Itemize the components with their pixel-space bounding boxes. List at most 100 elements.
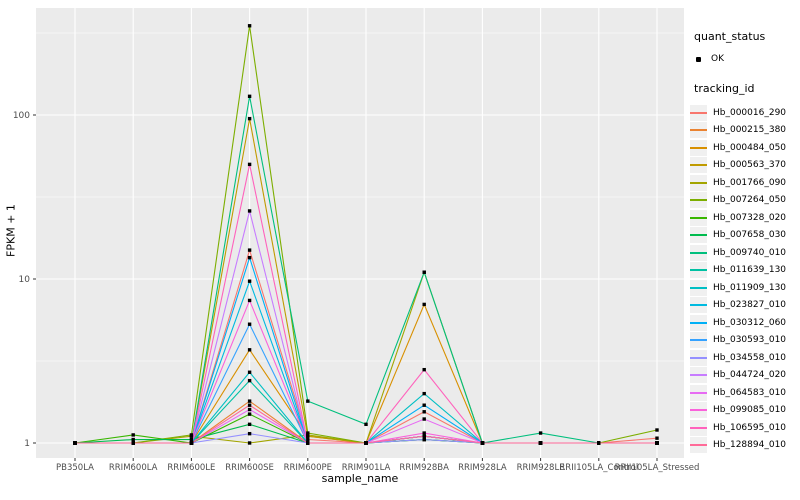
series-color-swatch	[690, 426, 707, 429]
data-point	[306, 437, 310, 442]
data-point	[247, 94, 252, 99]
data-point	[247, 162, 252, 167]
data-point	[306, 433, 310, 437]
data-point	[247, 255, 252, 260]
legend-key-box	[690, 297, 707, 314]
legend-label: Hb_030593_010	[713, 335, 787, 346]
x-tick-label: RRIM600LA	[109, 463, 158, 473]
x-tick-label: RRIM928LE	[517, 463, 565, 473]
legend-item: Hb_099085_010	[690, 402, 798, 420]
data-point	[247, 407, 252, 412]
data-point	[422, 403, 426, 407]
legend-key-box	[690, 227, 707, 244]
legend-key-box	[690, 419, 707, 436]
data-point	[247, 441, 252, 445]
data-point	[247, 279, 252, 283]
series-color-swatch	[690, 286, 707, 289]
legend-key-box	[690, 402, 707, 419]
legend-key-box	[690, 367, 707, 384]
x-tick-label: RRII105LA_Stressed	[615, 463, 700, 473]
data-point	[422, 391, 426, 396]
data-point	[422, 431, 426, 435]
data-point	[306, 431, 310, 435]
data-point	[306, 399, 310, 403]
plot-panel	[36, 8, 684, 458]
data-point	[131, 433, 135, 437]
legend-key-box	[690, 437, 707, 454]
legend-label: Hb_000016_290	[713, 107, 787, 118]
series-color-swatch	[690, 111, 707, 114]
legend-item: Hb_030312_060	[690, 314, 798, 332]
legend-key-box	[690, 279, 707, 296]
legend-key-box	[690, 139, 707, 156]
data-point	[247, 399, 252, 403]
x-tick-label: RRIM928LA	[458, 463, 507, 473]
data-point	[247, 248, 252, 252]
y-tick-label: 10	[19, 275, 31, 285]
x-tick-label: RRIM600SE	[225, 463, 274, 473]
legend-label: Hb_000215_380	[713, 125, 787, 136]
data-point	[655, 436, 659, 440]
x-axis-title: sample_name	[321, 472, 399, 485]
legend-label: Hb_128894_010	[713, 440, 787, 451]
legend-item: Hb_064583_010	[690, 384, 798, 402]
legend-key-box	[690, 104, 707, 121]
series-color-swatch	[690, 216, 707, 219]
y-axis-title: FPKM + 1	[4, 204, 18, 257]
data-point	[247, 116, 252, 121]
series-color-swatch	[690, 146, 707, 149]
series-color-swatch	[690, 374, 707, 377]
legend-item: Hb_000484_050	[690, 139, 798, 157]
legend-item: Hb_007328_020	[690, 209, 798, 227]
series-color-swatch	[690, 164, 707, 167]
legend-item: Hb_000215_380	[690, 122, 798, 140]
legend-item: Hb_000016_290	[690, 104, 798, 122]
legend-item: Hb_000563_370	[690, 157, 798, 175]
x-tick-label: RRII105LA_Control	[559, 463, 638, 473]
data-point	[538, 441, 543, 445]
data-point	[247, 378, 252, 383]
x-tick-label: RRIM600LE	[167, 463, 215, 473]
legend-items: Hb_000016_290 Hb_000215_380 Hb_000484_050 H…	[690, 104, 798, 454]
data-point	[422, 270, 426, 274]
legend-label: Hb_034558_010	[713, 352, 787, 363]
legend-key-box	[690, 157, 707, 174]
data-point	[247, 298, 252, 303]
legend-item: Hb_007658_030	[690, 227, 798, 245]
data-point	[655, 441, 659, 445]
data-point	[538, 431, 543, 435]
data-point	[655, 428, 659, 432]
data-point	[422, 302, 426, 307]
legend-label: Hb_007264_050	[713, 195, 787, 206]
data-point	[422, 410, 426, 414]
series-color-swatch	[690, 409, 707, 412]
legend-key-box	[690, 122, 707, 139]
data-point	[247, 348, 252, 352]
legend-item: Hb_044724_020	[690, 367, 798, 385]
y-tick-label: 1	[24, 439, 30, 449]
y-tick-label: 100	[13, 111, 30, 121]
series-color-swatch	[690, 391, 707, 394]
data-point	[422, 437, 426, 442]
legend-item: Hb_009740_010	[690, 244, 798, 262]
legend-label: Hb_000563_370	[713, 160, 787, 171]
legend-label: Hb_064583_010	[713, 387, 787, 398]
data-point	[247, 370, 252, 374]
x-tick-label: PB350LA	[56, 463, 94, 473]
legend-label: Hb_044724_020	[713, 370, 787, 381]
series-color-swatch	[690, 251, 707, 254]
legend-key-box	[690, 262, 707, 279]
data-point	[422, 417, 426, 421]
data-point	[247, 24, 252, 28]
series-color-swatch	[690, 304, 707, 307]
legend-label: Hb_001766_090	[713, 177, 787, 188]
data-point	[597, 441, 601, 445]
data-point	[364, 422, 368, 427]
legend-label: Hb_106595_010	[713, 422, 787, 433]
legend-key-box	[690, 174, 707, 191]
data-point	[131, 437, 135, 442]
legend-key-box	[690, 209, 707, 226]
legend-label: Hb_007328_020	[713, 212, 787, 223]
data-point	[247, 431, 252, 436]
